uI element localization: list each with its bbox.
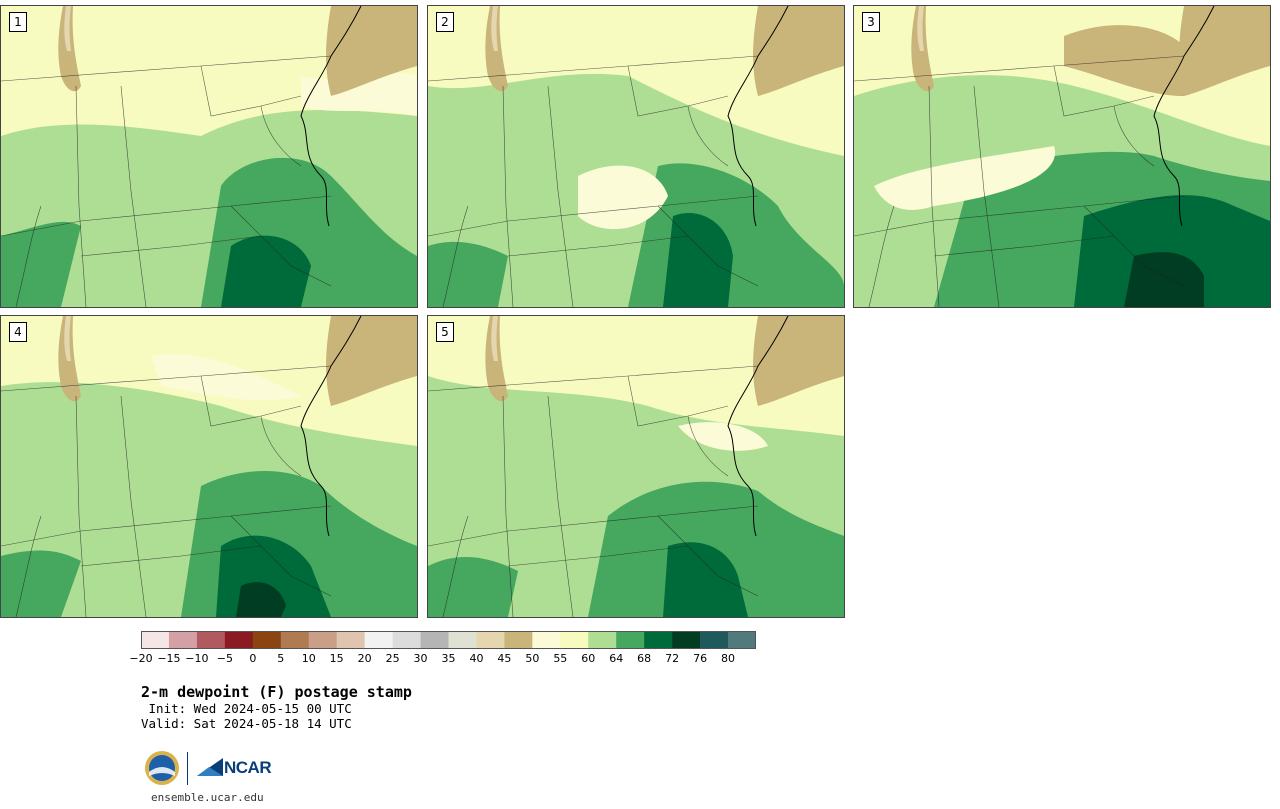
panel-label: 3: [862, 12, 880, 32]
colorbar-swatch: [252, 631, 282, 649]
colorbar-tick-label: 45: [497, 652, 512, 665]
colorbar-tick-label: 80: [721, 652, 736, 665]
colorbar-tick-label: 30: [413, 652, 428, 665]
panel-label: 1: [9, 12, 27, 32]
stamp-panel-1: 1: [0, 5, 418, 308]
init-time: Init: Wed 2024-05-15 00 UTC: [141, 701, 352, 716]
colorbar-tick-label: 0: [249, 652, 257, 665]
colorbar-swatch: [700, 631, 729, 649]
panel-label: 4: [9, 322, 27, 342]
colorbar-swatch: [280, 631, 310, 649]
stamp-panel-2: 2: [427, 5, 845, 308]
source-url: ensemble.ucar.edu: [151, 791, 264, 804]
colorbar-tick-label: 40: [469, 652, 484, 665]
colorbar-swatch: [448, 631, 477, 649]
dewpoint-map-2: [428, 6, 844, 307]
colorbar-swatch: [672, 631, 701, 649]
colorbar-tick-label: 15: [329, 652, 344, 665]
colorbar-swatch: [616, 631, 645, 649]
colorbar-tick-label: 35: [441, 652, 456, 665]
colorbar-swatch: [476, 631, 505, 649]
stamp-panel-4: 4: [0, 315, 418, 618]
colorbar-tick-label: 60: [581, 652, 596, 665]
valid-time: Valid: Sat 2024-05-18 14 UTC: [141, 716, 352, 731]
stamp-panel-3: 3: [853, 5, 1271, 308]
dewpoint-map-3: [854, 6, 1270, 307]
dewpoint-map-4: [1, 316, 417, 617]
colorbar-tick-labels: −20 −15 −10 −5 0 5 10 15 20 25 30 35 40 45 50 55 60 64 68 7…: [0, 652, 800, 666]
colorbar-swatch: [141, 631, 170, 649]
ncar-logo-text: NCAR: [224, 758, 272, 777]
colorbar-swatch: [532, 631, 561, 649]
colorbar-tick-label: 64: [609, 652, 624, 665]
colorbar-tick-label: −15: [157, 652, 181, 665]
colorbar-tick-label: −20: [129, 652, 153, 665]
dewpoint-map-5: [428, 316, 844, 617]
logo-divider: [187, 752, 188, 785]
ncar-logo-icon: [197, 758, 223, 776]
colorbar-tick-label: 68: [637, 652, 652, 665]
colorbar-swatch: [168, 631, 198, 649]
colorbar-tick-label: 55: [553, 652, 568, 665]
colorbar-swatch: [336, 631, 365, 649]
colorbar-swatch: [560, 631, 589, 649]
colorbar-tick-label: −5: [216, 652, 233, 665]
colorbar-tick-label: −10: [185, 652, 209, 665]
colorbar-tick-label: 10: [301, 652, 316, 665]
colorbar-swatch: [728, 631, 756, 649]
panel-label: 2: [436, 12, 454, 32]
nsf-logo-icon: [145, 751, 179, 785]
colorbar-tick-label: 50: [525, 652, 540, 665]
colorbar-swatch: [308, 631, 337, 649]
colorbar-swatch: [588, 631, 617, 649]
colorbar-tick-label: 20: [357, 652, 372, 665]
colorbar-swatch: [224, 631, 254, 649]
colorbar-swatch: [196, 631, 226, 649]
colorbar-swatch: [364, 631, 393, 649]
panel-label: 5: [436, 322, 454, 342]
colorbar-tick-label: 76: [693, 652, 708, 665]
colorbar-tick-label: 5: [277, 652, 285, 665]
colorbar: [141, 631, 756, 649]
plot-title: 2-m dewpoint (F) postage stamp: [141, 683, 412, 701]
colorbar-tick-label: 25: [385, 652, 400, 665]
colorbar-swatch: [504, 631, 533, 649]
colorbar-swatch: [644, 631, 673, 649]
dewpoint-map-1: [1, 6, 417, 307]
colorbar-swatch: [392, 631, 421, 649]
colorbar-swatch: [420, 631, 449, 649]
colorbar-tick-label: 72: [665, 652, 680, 665]
stamp-panel-5: 5: [427, 315, 845, 618]
